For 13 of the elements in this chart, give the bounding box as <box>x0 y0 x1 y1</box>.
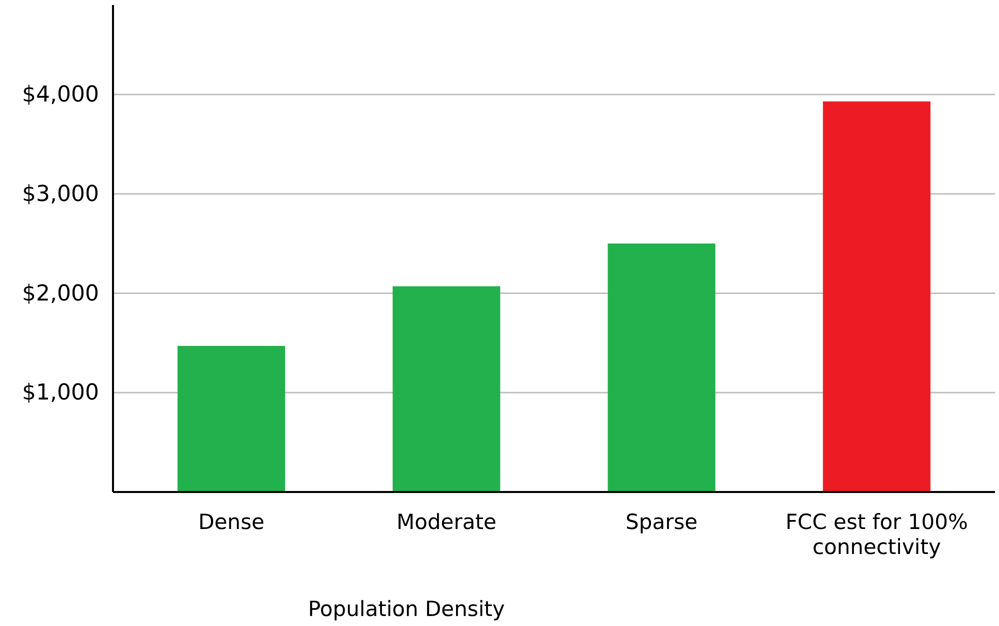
bar <box>822 101 930 492</box>
x-axis-title: Population Density <box>308 597 505 621</box>
bar <box>178 346 286 492</box>
bar <box>608 244 716 492</box>
y-tick-label: $3,000 <box>22 182 99 207</box>
bar <box>392 286 500 492</box>
y-tick-label: $4,000 <box>22 82 99 108</box>
x-tick-label: Sparse <box>626 510 698 534</box>
x-tick-label: Dense <box>198 510 264 534</box>
y-tick-label: $1,000 <box>22 380 99 406</box>
y-tick-label: $2,000 <box>22 281 99 306</box>
x-tick-label: FCC est for 100% connectivity <box>785 510 968 560</box>
x-tick-label: Moderate <box>396 510 496 534</box>
